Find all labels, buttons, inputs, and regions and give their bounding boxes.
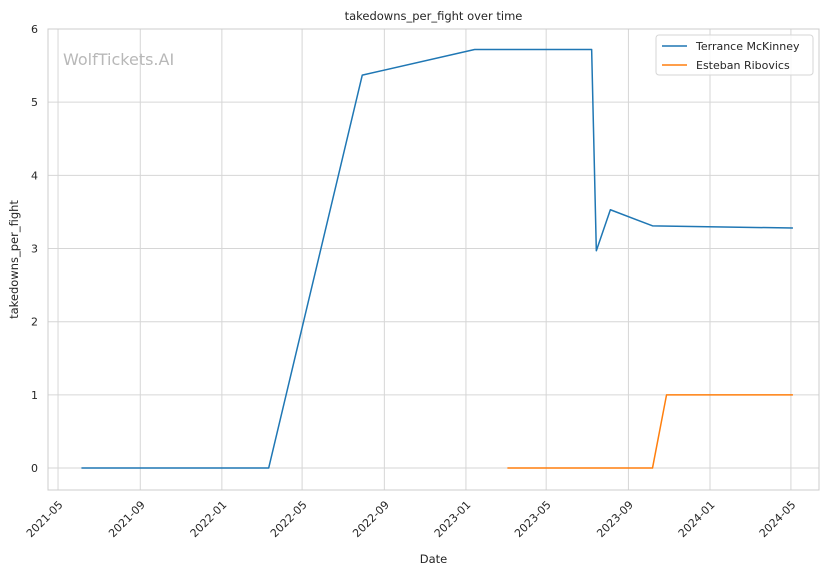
x-tick-label: 2024-05 [757,498,799,540]
plot-frame [47,28,820,491]
y-tick-label: 3 [31,243,38,256]
y-tick-label: 0 [31,462,38,475]
y-axis-label: takedowns_per_fight [7,200,21,319]
grid-lines [48,28,819,490]
legend: Terrance McKinney Esteban Ribovics [655,34,814,76]
x-axis-label: Date [420,552,448,566]
watermark: WolfTickets.AI [63,50,174,69]
series-lines [81,48,793,469]
legend-label: Terrance McKinney [695,40,800,53]
series-line [81,48,793,469]
x-tick-label: 2021-09 [106,498,148,540]
x-tick-label: 2022-05 [268,498,310,540]
x-tick-label: 2022-01 [188,498,230,540]
y-tick-label: 1 [31,389,38,402]
x-tick-label: 2023-09 [594,498,636,540]
x-tick-label: 2024-01 [676,498,718,540]
legend-box [655,34,814,76]
series-line [507,394,793,469]
x-tick-labels: 2021-05 2021-09 2022-01 2022-05 2022-09 2023-… [24,498,799,540]
y-tick-label: 4 [31,169,38,182]
x-tick-label: 2022-09 [350,498,392,540]
y-tick-label: 5 [31,96,38,109]
y-tick-label: 6 [31,23,38,36]
x-tick-label: 2021-05 [24,498,66,540]
legend-label: Esteban Ribovics [696,59,790,72]
chart-title: takedowns_per_fight over time [345,9,523,23]
x-tick-label: 2023-05 [512,498,554,540]
y-tick-labels: 0 1 2 3 4 5 6 [31,23,38,475]
y-tick-label: 2 [31,316,38,329]
x-tick-label: 2023-01 [432,498,474,540]
